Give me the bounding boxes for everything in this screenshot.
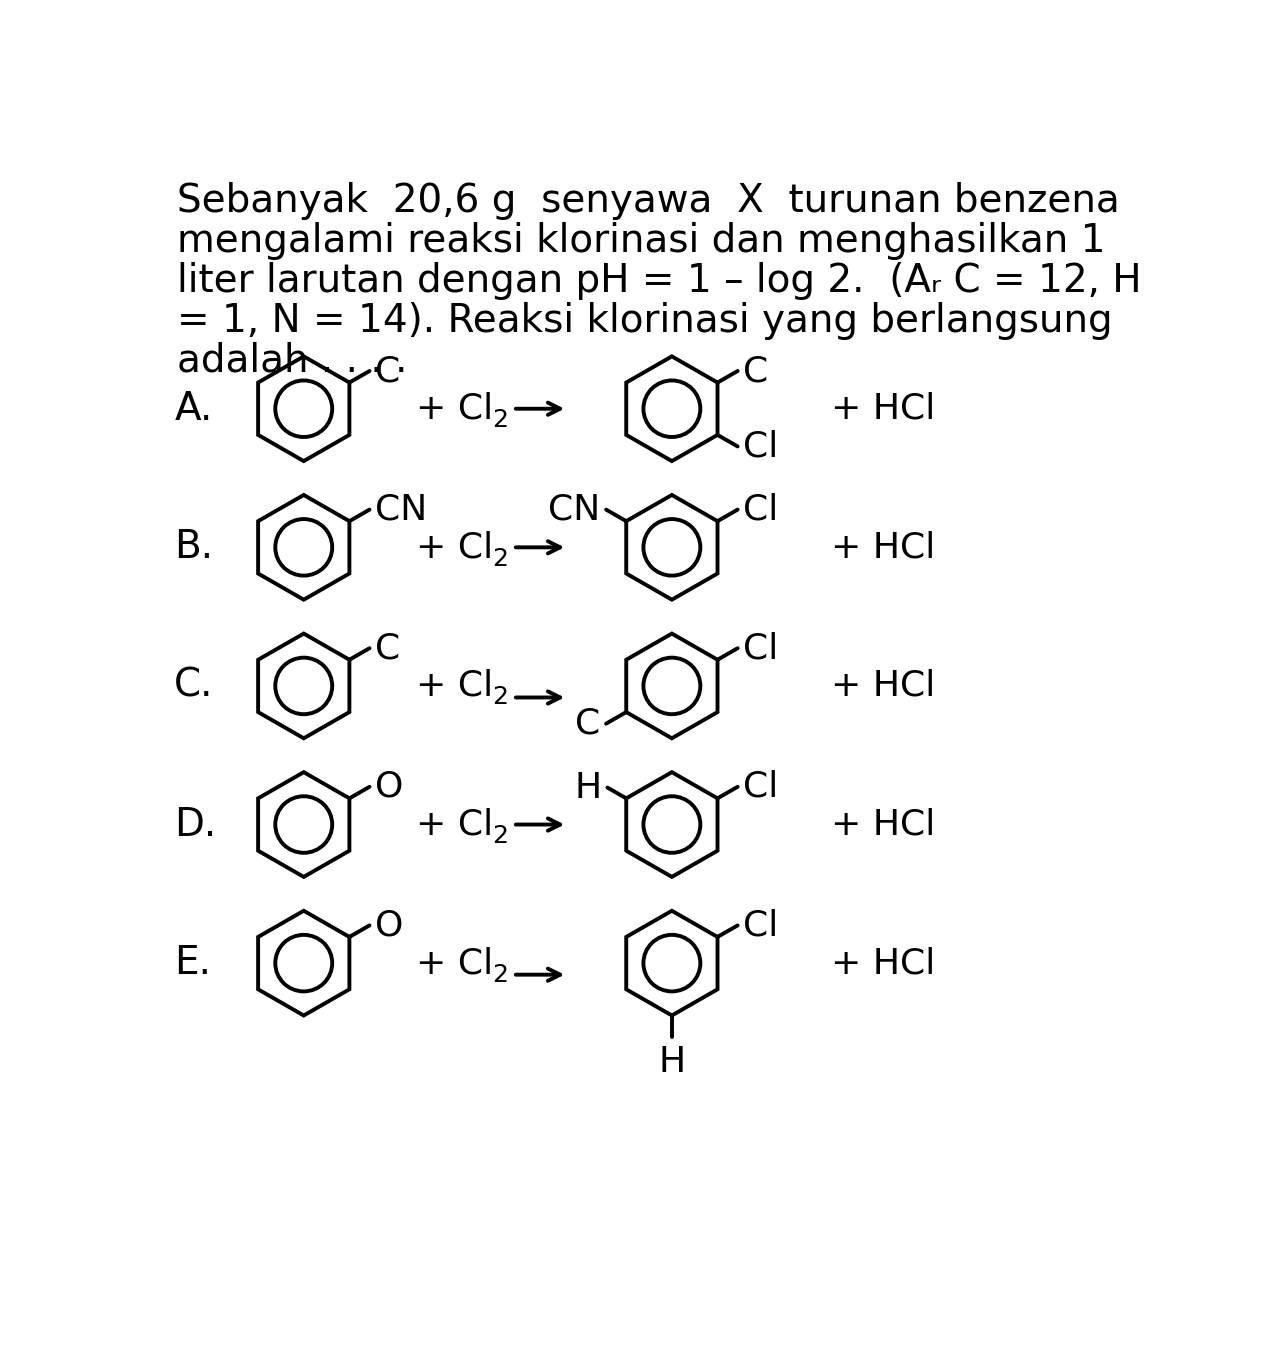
Text: E.: E.: [174, 944, 212, 982]
Text: + HCl: + HCl: [831, 947, 935, 980]
Text: Sebanyak  20,6 g  senyawa  X  turunan benzena: Sebanyak 20,6 g senyawa X turunan benzen…: [177, 181, 1120, 220]
Text: adalah . . . .: adalah . . . .: [177, 342, 408, 380]
Text: H: H: [658, 1044, 685, 1078]
Text: 2: 2: [493, 825, 508, 848]
Text: CN: CN: [375, 493, 427, 527]
Text: Cl: Cl: [743, 429, 779, 464]
Text: = 1, N = 14). Reaksi klorinasi yang berlangsung: = 1, N = 14). Reaksi klorinasi yang berl…: [177, 302, 1114, 340]
Text: + Cl: + Cl: [416, 808, 493, 841]
Text: + HCl: + HCl: [831, 670, 935, 702]
Text: + HCl: + HCl: [831, 531, 935, 564]
Text: C: C: [743, 354, 769, 388]
Text: + Cl: + Cl: [416, 947, 493, 980]
Text: + Cl: + Cl: [416, 670, 493, 702]
Text: A.: A.: [174, 390, 213, 428]
Text: O: O: [375, 770, 403, 804]
Text: Cl: Cl: [743, 908, 779, 943]
Text: Cl: Cl: [743, 631, 779, 665]
Text: 2: 2: [493, 686, 508, 709]
Text: 2: 2: [493, 547, 508, 571]
Text: H: H: [575, 771, 602, 804]
Text: mengalami reaksi klorinasi dan menghasilkan 1: mengalami reaksi klorinasi dan menghasil…: [177, 222, 1106, 259]
Text: C.: C.: [174, 667, 214, 705]
Text: liter larutan dengan pH = 1 – log 2.  (Aᵣ C = 12, H: liter larutan dengan pH = 1 – log 2. (Aᵣ…: [177, 262, 1142, 299]
Text: + Cl: + Cl: [416, 531, 493, 564]
Text: C: C: [575, 707, 600, 741]
Text: + Cl: + Cl: [416, 392, 493, 425]
Text: O: O: [375, 908, 403, 943]
Text: 2: 2: [493, 963, 508, 986]
Text: C: C: [375, 354, 400, 388]
Text: B.: B.: [174, 528, 213, 567]
Text: C: C: [375, 631, 400, 665]
Text: 2: 2: [493, 409, 508, 432]
Text: + HCl: + HCl: [831, 808, 935, 841]
Text: Cl: Cl: [743, 493, 779, 527]
Text: + HCl: + HCl: [831, 392, 935, 425]
Text: CN: CN: [548, 493, 600, 527]
Text: Cl: Cl: [743, 770, 779, 804]
Text: D.: D.: [174, 805, 217, 844]
